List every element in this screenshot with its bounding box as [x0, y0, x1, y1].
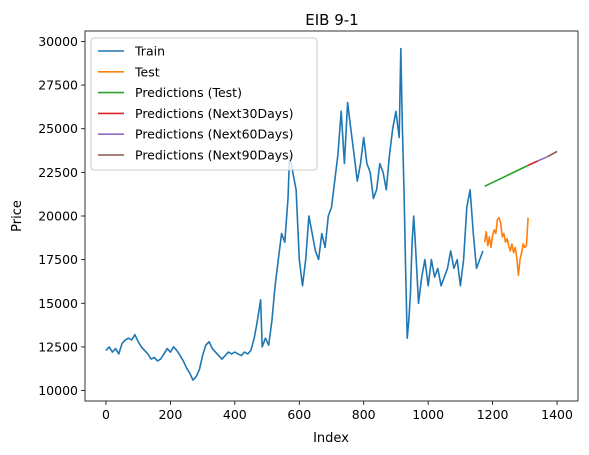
x-axis-label: Index [313, 431, 349, 446]
x-tick-label: 600 [287, 407, 311, 422]
x-tick-label: 1200 [477, 407, 509, 422]
x-tick-label: 0 [102, 407, 110, 422]
x-axis: 0 200 400 600 800 1000 1200 1400 [102, 401, 573, 422]
series-layer [105, 47, 558, 381]
legend-entry: Test [134, 64, 160, 79]
series-line-1 [483, 216, 529, 277]
y-tick-label: 30000 [38, 34, 78, 49]
y-tick-label: 27500 [38, 78, 78, 93]
series-line-5 [547, 150, 558, 158]
series-line-0 [105, 47, 484, 381]
y-tick-label: 15000 [38, 296, 78, 311]
y-tick-label: 12500 [38, 339, 78, 354]
y-tick-label: 25000 [38, 121, 78, 136]
legend-box [90, 37, 318, 171]
y-tick-label: 20000 [38, 209, 78, 224]
y-tick-label: 10000 [38, 383, 78, 398]
y-tick-label: 22500 [38, 165, 78, 180]
legend: Train Test Predictions (Test) Predictions (… [90, 37, 318, 171]
x-tick-label: 1000 [412, 407, 444, 422]
legend-entry: Predictions (Next90Days) [135, 148, 294, 163]
legend-entry: Train [134, 44, 165, 59]
y-axis: 10000 12500 15000 17500 20000 22500 25000 27500… [38, 34, 85, 398]
legend-entry: Predictions (Test) [135, 85, 242, 100]
y-tick-label: 17500 [38, 252, 78, 267]
series-line-4 [537, 155, 548, 162]
x-tick-label: 400 [223, 407, 247, 422]
x-tick-label: 800 [352, 407, 376, 422]
x-tick-label: 1400 [541, 407, 573, 422]
legend-entry: Predictions (Next30Days) [135, 106, 294, 121]
chart-title: EIB 9-1 [305, 11, 358, 29]
x-tick-label: 200 [158, 407, 182, 422]
legend-entry: Predictions (Next60Days) [135, 127, 294, 142]
series-line-3 [527, 160, 539, 167]
series-line-2 [484, 164, 529, 188]
y-axis-label: Price [10, 200, 25, 232]
